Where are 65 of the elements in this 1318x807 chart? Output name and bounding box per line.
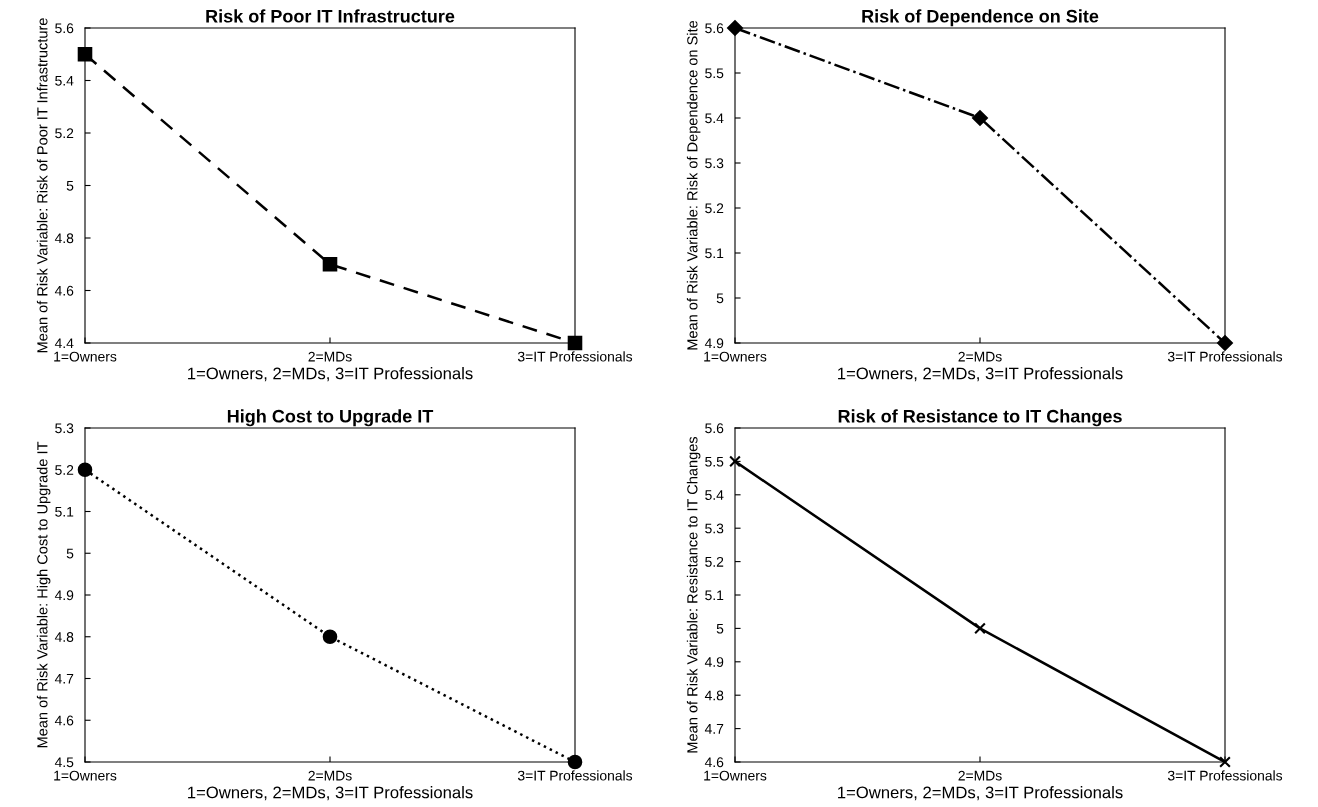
point [1219, 756, 1231, 768]
x-axis-title: 1=Owners, 2=MDs, 3=IT Professionals [188, 786, 473, 801]
x-tick-label: 3=IT Professionals [1167, 351, 1283, 362]
y-tick-label: 5 [66, 548, 74, 559]
y-tick-label: 5.2 [705, 556, 724, 567]
chart-title: Risk of Resistance to IT Changes [838, 409, 1122, 427]
x-tick-label: 3=IT Professionals [517, 351, 633, 362]
y-tick-label: 5.2 [705, 203, 724, 214]
y-tick-label: 5.6 [55, 23, 74, 34]
y-tick-label: 4.9 [54, 590, 74, 601]
y-axis-title: Mean of Risk Variable: Risk of Dependence on Site [686, 20, 701, 350]
y-tick-label: 5.2 [55, 128, 74, 139]
y-tick-label: 5.1 [705, 590, 724, 601]
chart-title: Risk of Poor IT Infrastructure [206, 9, 455, 23]
x-tick-label: 1=Owners [54, 770, 117, 781]
y-tick-label: 4.4 [54, 338, 74, 349]
point [972, 110, 988, 126]
point [729, 455, 741, 468]
y-tick-label: 4.7 [54, 673, 74, 684]
x-tick-label: 1=Owners [704, 770, 767, 781]
point [322, 256, 338, 272]
y-tick-label: 5.3 [55, 423, 74, 434]
y-tick-label: 5 [66, 180, 74, 191]
x-tick-label: 2=MDs [308, 770, 352, 781]
y-tick-label: 5.5 [705, 68, 724, 79]
y-axis-title: Mean of Risk Variable: Risk of Poor IT Infrastructure [36, 18, 48, 353]
y-tick-label: 5.6 [705, 23, 724, 34]
y-tick-label: 5.6 [705, 423, 724, 434]
y-axis-title: Mean of Risk Variable: High Cost to Upgrade IT [36, 441, 51, 748]
x-tick-label: 3=IT Professionals [1167, 770, 1283, 781]
y-tick-label: 4.6 [54, 715, 74, 726]
x-tick-label: 3=IT Professionals [517, 770, 633, 781]
x-axis-title: 1=Owners, 2=MDs, 3=IT Professionals [188, 367, 473, 382]
y-tick-label: 4.8 [704, 690, 724, 701]
y-tick-label: 4.6 [704, 757, 724, 768]
y-tick-label: 4.8 [54, 233, 74, 244]
x-axis-title: 1=Owners, 2=MDs, 3=IT Professionals [838, 367, 1123, 382]
y-tick-label: 5.3 [705, 523, 724, 534]
y-tick-label: 5.1 [705, 248, 724, 259]
y-tick-label: 5.2 [55, 465, 74, 475]
x-tick-label: 1=Owners [54, 351, 117, 362]
point [322, 629, 338, 645]
y-tick-label: 5.4 [705, 113, 724, 124]
x-axis-title: 1=Owners, 2=MDs, 3=IT Professionals [838, 786, 1123, 801]
x-tick-label: 2=MDs [958, 351, 1002, 362]
y-tick-label: 4.5 [54, 757, 74, 768]
chart-title: Risk of Dependence on Site [862, 9, 1099, 27]
y-tick-label: 5 [716, 293, 724, 304]
y-tick-label: 4.8 [54, 632, 74, 642]
y-tick-label: 4.7 [704, 724, 724, 734]
y-tick-label: 4.9 [704, 338, 724, 349]
y-tick-label: 5 [716, 623, 724, 634]
y-tick-label: 5.4 [705, 490, 724, 500]
x-tick-label: 2=MDs [958, 770, 1002, 781]
chart-title: High Cost to Upgrade IT [227, 409, 434, 427]
y-tick-label: 4.6 [54, 285, 74, 296]
y-tick-label: 5.1 [55, 506, 74, 517]
y-axis-title: Mean of Risk Variable: Resistance to IT Changes [686, 436, 701, 753]
x-tick-label: 2=MDs [308, 351, 352, 362]
y-tick-label: 5.5 [705, 456, 724, 467]
y-tick-label: 5.3 [705, 158, 724, 169]
y-tick-label: 5.4 [55, 75, 74, 86]
y-tick-label: 4.9 [704, 657, 724, 667]
x-tick-label: 1=Owners [704, 351, 767, 362]
point [974, 622, 986, 635]
